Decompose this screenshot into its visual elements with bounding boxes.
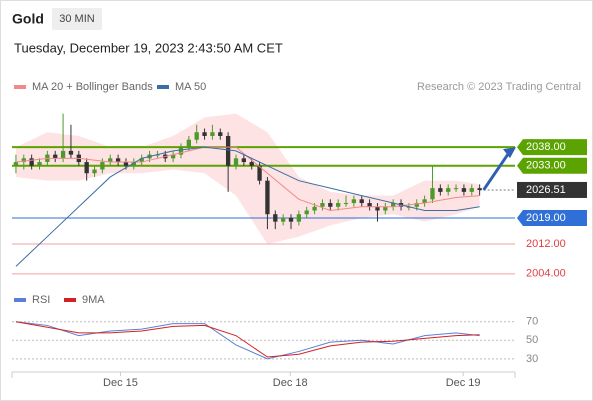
candle-body xyxy=(84,162,89,174)
candle-body xyxy=(414,203,419,207)
candle-body xyxy=(383,206,388,211)
candle-body xyxy=(186,139,191,148)
candle-body xyxy=(359,199,364,204)
candle-body xyxy=(60,150,66,159)
candle-body xyxy=(233,158,239,166)
candle-body xyxy=(92,169,97,174)
candle-body xyxy=(210,132,215,136)
symbol: Gold xyxy=(12,11,44,27)
candle-body xyxy=(53,154,58,159)
ma-line xyxy=(15,146,480,212)
candle-body xyxy=(21,158,26,163)
timestamp: Tuesday, December 19, 2023 2:43:50 AM CE… xyxy=(14,40,283,55)
legend-label: RSI xyxy=(32,294,50,306)
candle-body xyxy=(273,214,278,222)
x-tick-label: Dec 18 xyxy=(273,377,308,389)
candle-body xyxy=(422,199,427,204)
candle-body xyxy=(296,214,302,222)
candle-body xyxy=(100,162,105,170)
candle-body xyxy=(328,203,333,207)
source: Research © 2023 Trading Central xyxy=(417,81,581,93)
candle-body xyxy=(453,188,459,190)
candle-body xyxy=(461,188,467,192)
rsi-line xyxy=(15,321,480,358)
level-label: 2004.00 xyxy=(526,268,566,280)
legend-label: MA 50 xyxy=(175,81,206,93)
legend-swatch xyxy=(14,85,26,89)
forecast-arrowhead xyxy=(503,147,516,159)
forecast-arrow xyxy=(482,150,512,191)
level-label: 2038.00 xyxy=(526,141,566,153)
candle-body xyxy=(249,162,254,166)
candle-body xyxy=(123,162,129,166)
candle-body xyxy=(29,158,34,166)
level-box xyxy=(517,181,587,198)
candle-body xyxy=(13,162,19,166)
candle-body xyxy=(430,188,435,200)
legend-label: 9MA xyxy=(82,294,105,306)
level-box xyxy=(517,209,587,226)
candle-body xyxy=(367,203,372,207)
candle-body xyxy=(218,132,223,136)
candle-body xyxy=(257,165,262,181)
candle-body xyxy=(139,158,144,163)
candle-body xyxy=(170,154,176,159)
candle-body xyxy=(312,206,317,211)
candle-body xyxy=(241,158,247,163)
candle-body xyxy=(131,162,136,166)
candle-body xyxy=(320,203,325,207)
x-tick-label: Dec 15 xyxy=(103,377,138,389)
candle-body xyxy=(336,203,341,207)
candle-body xyxy=(343,203,349,205)
level-box xyxy=(517,157,587,174)
legend-swatch xyxy=(14,298,26,302)
legend-label: MA 20 + Bollinger Bands xyxy=(32,81,153,93)
bollinger-band xyxy=(15,113,480,245)
rsi-tick-label: 70 xyxy=(526,316,538,328)
candle-body xyxy=(68,150,74,155)
level-label: 2012.00 xyxy=(526,238,566,250)
candle-body xyxy=(438,188,443,192)
ma-line xyxy=(15,146,480,267)
candle-body xyxy=(178,147,184,155)
candle-body xyxy=(194,132,199,140)
candle-body xyxy=(469,188,474,192)
level-label: 2026.51 xyxy=(526,184,566,196)
interval: 30 MIN xyxy=(59,13,95,25)
x-tick-label: Dec 19 xyxy=(446,377,481,389)
candle-body xyxy=(115,158,121,163)
candle-body xyxy=(391,203,396,207)
level-label: 2019.00 xyxy=(526,212,566,224)
candle-body xyxy=(108,158,113,163)
rsi-tick-label: 30 xyxy=(526,353,538,365)
candle-body xyxy=(225,135,231,166)
candle-body xyxy=(304,210,309,215)
interval-box xyxy=(52,8,102,30)
candle-body xyxy=(37,162,42,166)
level-box xyxy=(517,139,587,156)
candle-body xyxy=(446,188,451,192)
candle-body xyxy=(351,199,357,204)
rsi-tick-label: 50 xyxy=(526,334,538,346)
candle-body xyxy=(280,217,286,222)
candle-body xyxy=(265,180,270,215)
candle-body xyxy=(202,132,207,136)
legend-swatch xyxy=(64,298,76,302)
level-label: 2033.00 xyxy=(526,160,566,172)
candle-body xyxy=(288,217,294,222)
legend-swatch xyxy=(157,85,169,89)
candle-body xyxy=(375,206,380,211)
candle-body xyxy=(477,188,482,190)
